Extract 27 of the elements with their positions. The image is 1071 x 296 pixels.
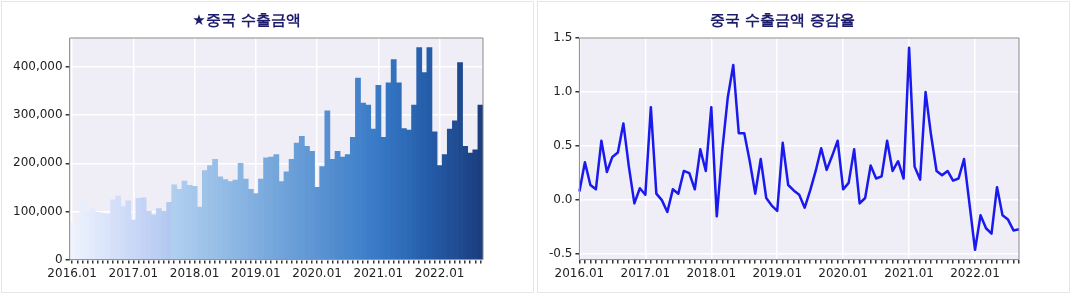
x-tick-label: 2021.01 xyxy=(353,265,404,280)
x-tick-label: 2018.01 xyxy=(686,265,737,280)
y-tick-label: 400,000 xyxy=(13,59,63,74)
x-tick-label: 2020.01 xyxy=(818,265,868,280)
x-tick-label: 2022.01 xyxy=(414,265,465,280)
x-tick-label: 2020.01 xyxy=(292,265,342,280)
y-tick-label: 200,000 xyxy=(13,155,63,170)
y-tick-label: 0 xyxy=(54,251,63,266)
y-tick-label: 300,000 xyxy=(13,107,63,122)
x-tick-label: 2016.01 xyxy=(554,265,605,280)
y-tick-label: 100,000 xyxy=(13,203,63,218)
chart-title: 중국 수출금액 증감율 xyxy=(709,10,856,29)
x-tick-label: 2018.01 xyxy=(169,265,220,280)
x-tick-label: 2019.01 xyxy=(231,265,281,280)
y-tick-label: 1.5 xyxy=(553,30,573,45)
y-tick-label: 0.0 xyxy=(553,192,573,207)
chart-title: ★중국 수출금액 xyxy=(192,10,301,29)
y-tick-label: 0.5 xyxy=(553,138,573,153)
x-tick-label: 2017.01 xyxy=(620,265,671,280)
x-tick-label: 2022.01 xyxy=(950,265,1000,280)
x-tick-label: 2021.01 xyxy=(884,265,934,280)
x-tick-label: 2016.01 xyxy=(47,265,97,280)
y-tick-label: -0.5 xyxy=(548,246,573,261)
x-tick-label: 2019.01 xyxy=(752,265,803,280)
y-tick-label: 1.0 xyxy=(553,84,573,99)
bar xyxy=(191,186,198,260)
x-tick-label: 2017.01 xyxy=(108,265,159,280)
